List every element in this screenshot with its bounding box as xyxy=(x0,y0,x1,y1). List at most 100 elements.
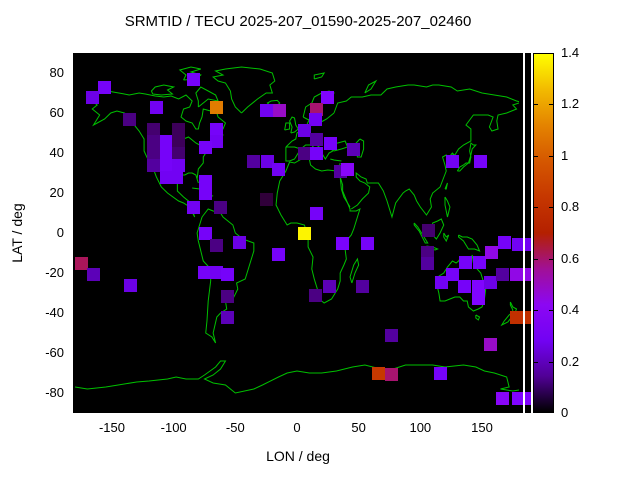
data-cell xyxy=(310,206,324,220)
colorbar-label: 0.8 xyxy=(561,199,580,215)
data-cell xyxy=(271,162,285,176)
data-cell xyxy=(355,279,369,293)
colorbar-label: 1.2 xyxy=(561,96,580,112)
x-tick-label: 50 xyxy=(351,420,366,435)
data-cell xyxy=(86,267,100,281)
colorbar-tick xyxy=(534,207,538,209)
data-cell xyxy=(199,140,213,154)
data-cell xyxy=(271,247,285,261)
colorbar-label: 1.4 xyxy=(561,45,580,60)
data-cell xyxy=(159,134,173,148)
colorbar-tick xyxy=(549,155,553,157)
data-cell xyxy=(321,90,335,104)
data-cell xyxy=(421,245,435,259)
data-cell xyxy=(434,275,448,289)
wrap-strip-cell xyxy=(525,310,531,324)
data-cell xyxy=(273,103,287,117)
data-cell xyxy=(147,146,161,160)
data-cell xyxy=(172,122,186,136)
data-cell xyxy=(197,265,211,279)
data-cell xyxy=(471,291,485,305)
data-cell xyxy=(496,391,510,405)
data-cell xyxy=(433,366,447,380)
colorbar-label: 0.6 xyxy=(561,250,580,266)
data-cell xyxy=(484,275,498,289)
wrap-strip-cell xyxy=(525,391,531,405)
colorbar-label: 0.2 xyxy=(561,353,580,369)
data-cell xyxy=(221,310,235,324)
data-cell xyxy=(210,265,224,279)
data-cell xyxy=(341,162,355,176)
data-cell xyxy=(172,158,186,172)
y-axis-label: LAT / deg xyxy=(9,203,25,263)
x-axis-label: LON / deg xyxy=(266,448,330,464)
x-tick-label: -150 xyxy=(98,420,125,435)
y-tick-label: 20 xyxy=(49,185,64,200)
data-cell xyxy=(98,80,112,94)
y-tick-label: 60 xyxy=(49,105,64,120)
y-tick-label: -40 xyxy=(45,305,64,320)
data-cell xyxy=(322,279,336,293)
data-cell xyxy=(310,146,324,160)
x-tick-label: 0 xyxy=(293,420,301,435)
data-cell xyxy=(458,279,472,293)
data-cell xyxy=(199,226,213,240)
data-cell xyxy=(297,146,311,160)
data-cell xyxy=(308,288,322,302)
wrap-strip-cell xyxy=(525,267,531,281)
data-cell xyxy=(385,367,399,381)
data-cell xyxy=(308,112,322,126)
y-tick-label: 80 xyxy=(49,65,64,80)
data-cell xyxy=(510,310,524,324)
data-cell xyxy=(485,245,499,259)
x-tick-label: -50 xyxy=(225,420,245,435)
colorbar xyxy=(533,53,554,413)
data-cell xyxy=(122,112,136,126)
data-cell xyxy=(149,100,163,114)
data-cell xyxy=(259,192,273,206)
data-cell xyxy=(471,279,485,293)
data-cell xyxy=(159,158,173,172)
data-cell xyxy=(210,134,224,148)
data-cell xyxy=(512,391,526,405)
data-cell xyxy=(474,154,488,168)
data-cell xyxy=(512,237,526,251)
x-tick-label: 150 xyxy=(471,420,493,435)
data-cell xyxy=(459,255,473,269)
colorbar-tick xyxy=(534,258,538,260)
data-cell xyxy=(147,122,161,136)
colorbar-label: 0.4 xyxy=(561,302,580,318)
data-cell xyxy=(360,236,374,250)
data-cell xyxy=(310,132,324,146)
data-cell xyxy=(221,267,235,281)
data-cell xyxy=(347,142,361,156)
colorbar-tick xyxy=(534,155,538,157)
data-cell xyxy=(186,200,200,214)
data-cell xyxy=(259,103,273,117)
data-cell xyxy=(172,134,186,148)
map-plot-area xyxy=(73,53,531,413)
x-tick-label: 100 xyxy=(409,420,432,435)
data-cell xyxy=(323,136,337,150)
colorbar-tick xyxy=(549,310,553,312)
data-cell xyxy=(147,134,161,148)
data-cell xyxy=(336,236,350,250)
data-cell xyxy=(297,123,311,137)
data-cells-layer xyxy=(73,53,531,413)
data-cell xyxy=(159,146,173,160)
data-cell xyxy=(199,174,213,188)
data-cell xyxy=(199,186,213,200)
colorbar-tick xyxy=(549,258,553,260)
data-cell xyxy=(445,154,459,168)
data-cell xyxy=(85,90,99,104)
wrap-strip-cell xyxy=(525,237,531,251)
x-tick-label: -100 xyxy=(160,420,187,435)
data-cell xyxy=(214,200,228,214)
data-cell xyxy=(159,170,173,184)
data-cell xyxy=(186,72,200,86)
data-cell xyxy=(74,256,88,270)
data-cell xyxy=(232,235,246,249)
data-cell xyxy=(260,154,274,168)
map-right-divider xyxy=(523,53,525,413)
